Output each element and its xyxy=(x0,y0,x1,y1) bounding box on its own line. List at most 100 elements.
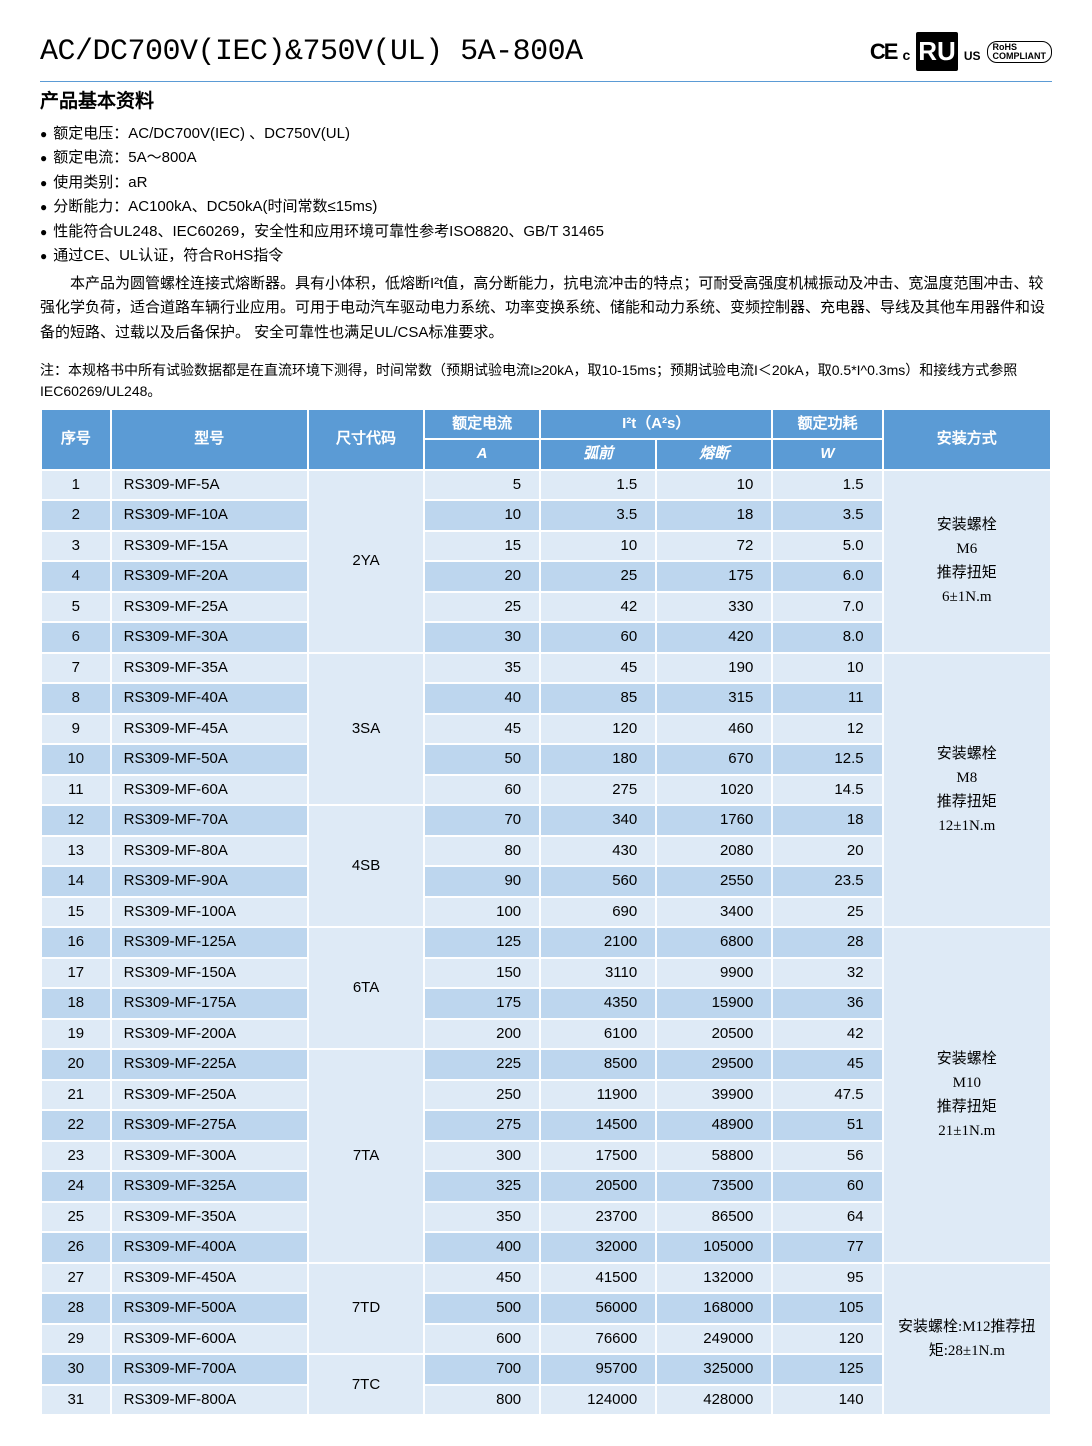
table-row: 1RS309-MF-5A2YA51.5101.5安装螺栓M6推荐扭矩6±1N.m xyxy=(41,470,1051,501)
cell: 1760 xyxy=(656,805,772,836)
cell: 24 xyxy=(41,1171,111,1202)
cell: 39900 xyxy=(656,1080,772,1111)
cell: 2550 xyxy=(656,866,772,897)
cell: RS309-MF-80A xyxy=(111,836,308,867)
cell: RS309-MF-200A xyxy=(111,1019,308,1050)
cell: 31 xyxy=(41,1385,111,1416)
cell: 6.0 xyxy=(772,561,882,592)
cell: 47.5 xyxy=(772,1080,882,1111)
th-power-unit: W xyxy=(772,439,882,470)
cell: 560 xyxy=(540,866,656,897)
cell: 14 xyxy=(41,866,111,897)
cell: 56000 xyxy=(540,1293,656,1324)
cell: 51 xyxy=(772,1110,882,1141)
cell: 132000 xyxy=(656,1263,772,1294)
cell: 3.5 xyxy=(772,500,882,531)
cell: 249000 xyxy=(656,1324,772,1355)
cell: 90 xyxy=(424,866,540,897)
cell: 20500 xyxy=(656,1019,772,1050)
mount-cell: 安装螺栓:M12推荐扭矩:28±1N.m xyxy=(883,1263,1051,1416)
cell: 300 xyxy=(424,1141,540,1172)
cell: 275 xyxy=(540,775,656,806)
cell: 10 xyxy=(424,500,540,531)
spec-list: 额定电压：AC/DC700V(IEC) 、DC750V(UL)额定电流：5A～8… xyxy=(40,123,1052,268)
page-title: AC/DC700V(IEC)&750V(UL) 5A-800A xyxy=(40,30,583,75)
cell: RS309-MF-45A xyxy=(111,714,308,745)
cell: 1.5 xyxy=(772,470,882,501)
cell: 14.5 xyxy=(772,775,882,806)
cell: 400 xyxy=(424,1232,540,1263)
cell: 180 xyxy=(540,744,656,775)
ce-badge: CE xyxy=(870,35,897,68)
th-current: 额定电流 xyxy=(424,409,540,440)
cell: 5 xyxy=(41,592,111,623)
th-current-unit: A xyxy=(424,439,540,470)
th-i2t-pre: 弧前 xyxy=(540,439,656,470)
cell: 100 xyxy=(424,897,540,928)
cell: 17 xyxy=(41,958,111,989)
cell: 15900 xyxy=(656,988,772,1019)
code-cell: 2YA xyxy=(308,470,424,653)
cell: 3.5 xyxy=(540,500,656,531)
cell: 40 xyxy=(424,683,540,714)
cell: 275 xyxy=(424,1110,540,1141)
cell: 42 xyxy=(540,592,656,623)
spec-item: 使用类别：aR xyxy=(40,172,1052,195)
rohs-compliant: COMPLIANT xyxy=(993,51,1047,61)
cell: 124000 xyxy=(540,1385,656,1416)
cell: 48900 xyxy=(656,1110,772,1141)
cell: 58800 xyxy=(656,1141,772,1172)
cell: 450 xyxy=(424,1263,540,1294)
cell: 86500 xyxy=(656,1202,772,1233)
cell: 2100 xyxy=(540,927,656,958)
cell: RS309-MF-150A xyxy=(111,958,308,989)
cell: 18 xyxy=(41,988,111,1019)
section-heading: 产品基本资料 xyxy=(40,88,1052,117)
cell: 29500 xyxy=(656,1049,772,1080)
cell: 140 xyxy=(772,1385,882,1416)
cell: 350 xyxy=(424,1202,540,1233)
cell: 3110 xyxy=(540,958,656,989)
cell: RS309-MF-70A xyxy=(111,805,308,836)
cell: 25 xyxy=(41,1202,111,1233)
cell: 85 xyxy=(540,683,656,714)
cell: 25 xyxy=(540,561,656,592)
cell: 10 xyxy=(540,531,656,562)
cell: 9900 xyxy=(656,958,772,989)
cell: 325000 xyxy=(656,1354,772,1385)
cell: 28 xyxy=(772,927,882,958)
cell: 15 xyxy=(41,897,111,928)
cell: 5 xyxy=(424,470,540,501)
cell: RS309-MF-35A xyxy=(111,653,308,684)
cell: 7 xyxy=(41,653,111,684)
table-row: 27RS309-MF-450A7TD4504150013200095安装螺栓:M… xyxy=(41,1263,1051,1294)
spec-item: 额定电压：AC/DC700V(IEC) 、DC750V(UL) xyxy=(40,123,1052,146)
cell: 29 xyxy=(41,1324,111,1355)
cell: 8 xyxy=(41,683,111,714)
cell: RS309-MF-700A xyxy=(111,1354,308,1385)
cell: RS309-MF-10A xyxy=(111,500,308,531)
cell: 8500 xyxy=(540,1049,656,1080)
cell: 23700 xyxy=(540,1202,656,1233)
header: AC/DC700V(IEC)&750V(UL) 5A-800A CE c RU … xyxy=(40,30,1052,82)
spec-item: 分断能力：AC100kA、DC50kA(时间常数≤15ms) xyxy=(40,196,1052,219)
cell: 95700 xyxy=(540,1354,656,1385)
cell: 73500 xyxy=(656,1171,772,1202)
cell: RS309-MF-15A xyxy=(111,531,308,562)
code-cell: 7TA xyxy=(308,1049,424,1263)
cell: 6100 xyxy=(540,1019,656,1050)
cell: 12.5 xyxy=(772,744,882,775)
th-mount: 安装方式 xyxy=(883,409,1051,470)
cell: 690 xyxy=(540,897,656,928)
mount-cell: 安装螺栓M6推荐扭矩6±1N.m xyxy=(883,470,1051,653)
cell: 42 xyxy=(772,1019,882,1050)
table-row: 7RS309-MF-35A3SA354519010安装螺栓M8推荐扭矩12±1N… xyxy=(41,653,1051,684)
cell: 76600 xyxy=(540,1324,656,1355)
cell: 41500 xyxy=(540,1263,656,1294)
cell: 23.5 xyxy=(772,866,882,897)
cell: 8.0 xyxy=(772,622,882,653)
cell: 4 xyxy=(41,561,111,592)
cell: 315 xyxy=(656,683,772,714)
th-i2t: I²t（A²s） xyxy=(540,409,772,440)
cell: 21 xyxy=(41,1080,111,1111)
